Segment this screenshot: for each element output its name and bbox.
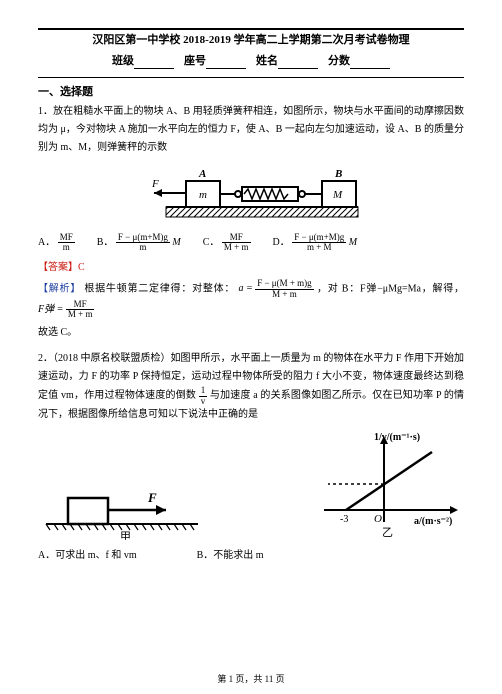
opt-A-tag: A． xyxy=(38,237,55,248)
explain-mid: ，对 B：F弹−μMg=Ma，解得， xyxy=(317,284,464,295)
a-lhs: a = xyxy=(238,284,252,295)
q2-frac-den: v xyxy=(199,397,208,406)
opt-D-tag: D． xyxy=(273,237,290,248)
q2-stem: 2．（2018 中原名校联盟质检）如图甲所示，水平面上一质量为 m 的物体在水平… xyxy=(38,350,464,424)
opt-A[interactable]: A． MFm xyxy=(38,233,75,253)
blanks-row: 班级 座号 姓名 分数 xyxy=(38,53,464,70)
answer-label: 【答案】 xyxy=(38,262,78,273)
explain-label: 【解析】 xyxy=(38,284,81,295)
name-label: 姓名 xyxy=(256,55,278,67)
axis-x-label: a/(m·s⁻²) xyxy=(414,516,452,527)
opt-C[interactable]: C． MFM + m xyxy=(203,233,251,253)
label-m: m xyxy=(199,189,207,201)
opt-B-tail: M xyxy=(172,237,180,248)
opt-C-tag: C． xyxy=(203,237,220,248)
opt-B-tag: B． xyxy=(97,237,114,248)
q2-cap-left: 甲 xyxy=(120,531,131,540)
seat-blank[interactable] xyxy=(206,57,246,69)
name-blank[interactable] xyxy=(278,57,318,69)
q2-opt-A[interactable]: A．可求出 m、f 和 vm xyxy=(38,548,137,563)
q1-options: A． MFm B． F − μ(m+M)gm M C． MFM + m D． F… xyxy=(38,233,464,253)
seat-label: 座号 xyxy=(184,55,206,67)
q1-diagram: F m A M B xyxy=(38,167,464,223)
opt-B-den: m xyxy=(116,243,170,252)
q2-opt-B[interactable]: B．不能求出 m xyxy=(197,548,264,563)
opt-C-den: M + m xyxy=(222,243,251,252)
opt-D-tail: M xyxy=(349,237,357,248)
explain-line: 【解析】 根据牛顿第二定律得：对整体： a = F − μ(M + m)gM +… xyxy=(38,279,464,320)
label-B: B xyxy=(334,168,342,180)
score-label: 分数 xyxy=(328,55,350,67)
opt-D-den: m + M xyxy=(292,243,346,252)
label-F: F xyxy=(151,178,159,190)
fa-den: M + m xyxy=(66,310,95,319)
q1-stem: 1．放在粗糙水平面上的物块 A、B 用轻质弹簧秤相连，如图所示，物块与水平面间的… xyxy=(38,103,464,157)
label-A: A xyxy=(198,168,206,180)
q2-cap-right: 乙 xyxy=(382,526,393,539)
answer-line: 【答案】C xyxy=(38,260,464,275)
top-rule xyxy=(38,28,464,30)
explain-end: 故选 C。 xyxy=(38,324,464,342)
explain-pre: 根据牛顿第二定律得：对整体： xyxy=(84,284,235,295)
mid-rule xyxy=(38,77,464,78)
section-heading: 一、选择题 xyxy=(38,84,464,101)
label-MM: M xyxy=(332,189,343,201)
a-den: M + m xyxy=(255,290,313,299)
class-blank[interactable] xyxy=(134,57,174,69)
opt-B[interactable]: B． F − μ(m+M)gm M xyxy=(97,233,181,253)
opt-D[interactable]: D． F − μ(m+M)gm + M M xyxy=(273,233,358,253)
tick-O: O xyxy=(374,513,382,525)
opt-A-den: m xyxy=(58,243,75,252)
score-blank[interactable] xyxy=(350,57,390,69)
q2-diagram-right: -3 O 1/v/(m⁻¹·s) a/(m·s⁻²) 乙 xyxy=(314,430,464,540)
answer-text: C xyxy=(78,262,85,273)
axis-y-label: 1/v/(m⁻¹·s) xyxy=(374,432,420,443)
q2-block-F: F xyxy=(147,490,157,505)
tick-neg3: -3 xyxy=(340,514,348,525)
page-number: 第 1 页，共 11 页 xyxy=(0,673,502,687)
class-label: 班级 xyxy=(112,55,134,67)
q2-diagram-left: F 甲 xyxy=(38,470,208,540)
exam-title: 汉阳区第一中学校 2018-2019 学年高二上学期第二次月考试卷物理 xyxy=(38,32,464,49)
q2-images: F 甲 -3 O 1/v/(m⁻¹·s) a/(m·s⁻²) 乙 xyxy=(38,430,464,540)
fa-lhs: F弹 = xyxy=(38,304,63,315)
